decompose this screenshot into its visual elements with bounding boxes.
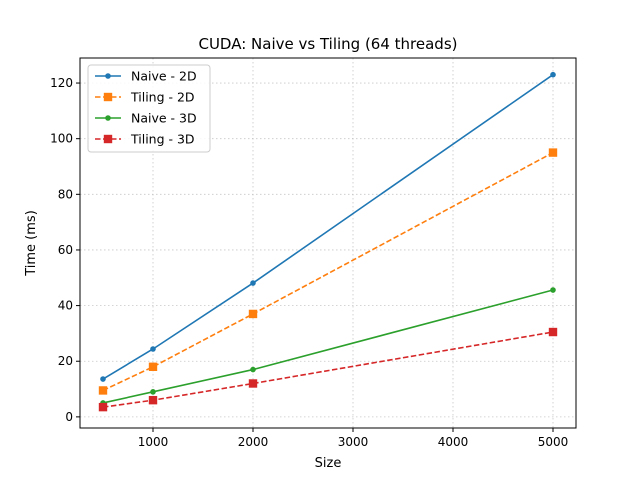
x-tick-label: 4000 [438,435,469,449]
data-point [148,395,158,405]
legend-marker [105,115,111,121]
legend-entry: Naive - 3D [95,111,197,126]
y-tick-label: 40 [58,299,73,313]
x-tick-label: 2000 [238,435,269,449]
chart-title: CUDA: Naive vs Tiling (64 threads) [198,35,457,53]
data-point [100,376,106,382]
x-tick-label: 3000 [338,435,369,449]
y-tick-label: 0 [65,410,73,424]
series-3 [100,287,556,406]
data-point [250,280,256,286]
data-point [248,309,258,319]
legend-label: Naive - 3D [131,111,197,126]
data-point [98,402,108,412]
series-group [98,71,558,412]
legend-entry: Tiling - 3D [95,132,195,147]
legend-entry: Naive - 2D [95,69,197,84]
x-tick-label: 5000 [538,435,569,449]
data-point [548,148,558,157]
y-tick-label: 20 [58,354,73,368]
legend-label: Tiling - 3D [130,132,195,147]
series-line [102,331,554,408]
legend-label: Naive - 2D [131,69,197,84]
data-point [550,287,556,293]
x-axis-label: Size [315,456,342,471]
data-point [250,366,256,373]
y-axis-label: Time (ms) [24,210,39,277]
x-tick-label: 1000 [138,435,169,449]
series-2 [98,148,558,395]
y-tick-label: 100 [50,132,73,146]
axis-ticks: 1000 2000 3000 4000 5000 0 20 40 60 80 100 120 [50,76,568,449]
data-point [248,379,258,388]
legend-marker [103,134,113,144]
legend-label: Tiling - 2D [130,90,195,105]
legend-entry: Tiling - 2D [95,90,195,105]
data-point [550,71,556,78]
y-tick-label: 80 [58,187,73,201]
data-point [148,362,158,371]
series-line [102,289,554,404]
legend-marker [103,92,113,102]
series-1 [100,71,556,382]
data-point [150,389,156,395]
data-point [98,386,108,395]
series-line [102,74,554,380]
data-point [150,346,156,352]
legend-box [87,64,211,153]
series-line [102,151,554,392]
series-4 [98,327,558,412]
y-tick-label: 60 [58,243,73,257]
legend: Naive - 2D Tiling - 2D Naive - 3D Tiling - … [87,64,211,153]
y-tick-label: 120 [50,76,73,90]
data-point [548,327,558,337]
plot-area-frame [79,57,577,429]
legend-marker [105,73,111,79]
